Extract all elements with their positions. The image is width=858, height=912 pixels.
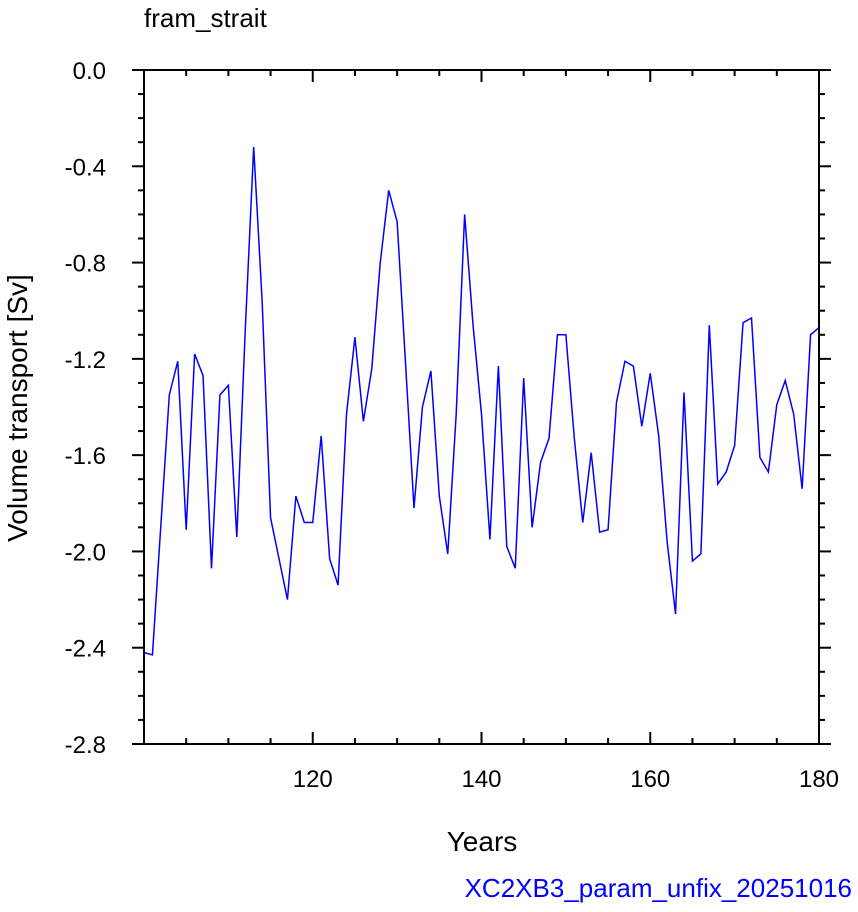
x-axis-title: Years <box>447 826 518 857</box>
x-tick-label: 140 <box>461 766 501 793</box>
x-tick-label: 160 <box>630 766 670 793</box>
tick-labels-layer: 120 140 160 180 0.0 -0.4 -0.8 -1.2 -1.6 -2.0 -2.4 -… <box>65 58 839 793</box>
y-tick-label: -2.4 <box>65 636 106 663</box>
x-tick-label: 120 <box>293 766 333 793</box>
y-tick-label: 0.0 <box>73 58 106 85</box>
y-tick-label: -1.6 <box>65 443 106 470</box>
y-tick-label: -1.2 <box>65 347 106 374</box>
series-line <box>143 146 820 656</box>
plot-frame <box>143 69 820 745</box>
y-tick-label: -0.4 <box>65 154 106 181</box>
y-tick-label: -2.0 <box>65 539 106 566</box>
y-axis-title: Volume transport [Sv] <box>2 274 33 542</box>
x-tick-label: 180 <box>799 766 839 793</box>
y-tick-label: -0.8 <box>65 251 106 278</box>
footer-label: XC2XB3_param_unfix_20251016 <box>465 873 852 903</box>
chart-title: fram_strait <box>144 3 268 33</box>
y-tick-label: -2.8 <box>65 732 106 759</box>
